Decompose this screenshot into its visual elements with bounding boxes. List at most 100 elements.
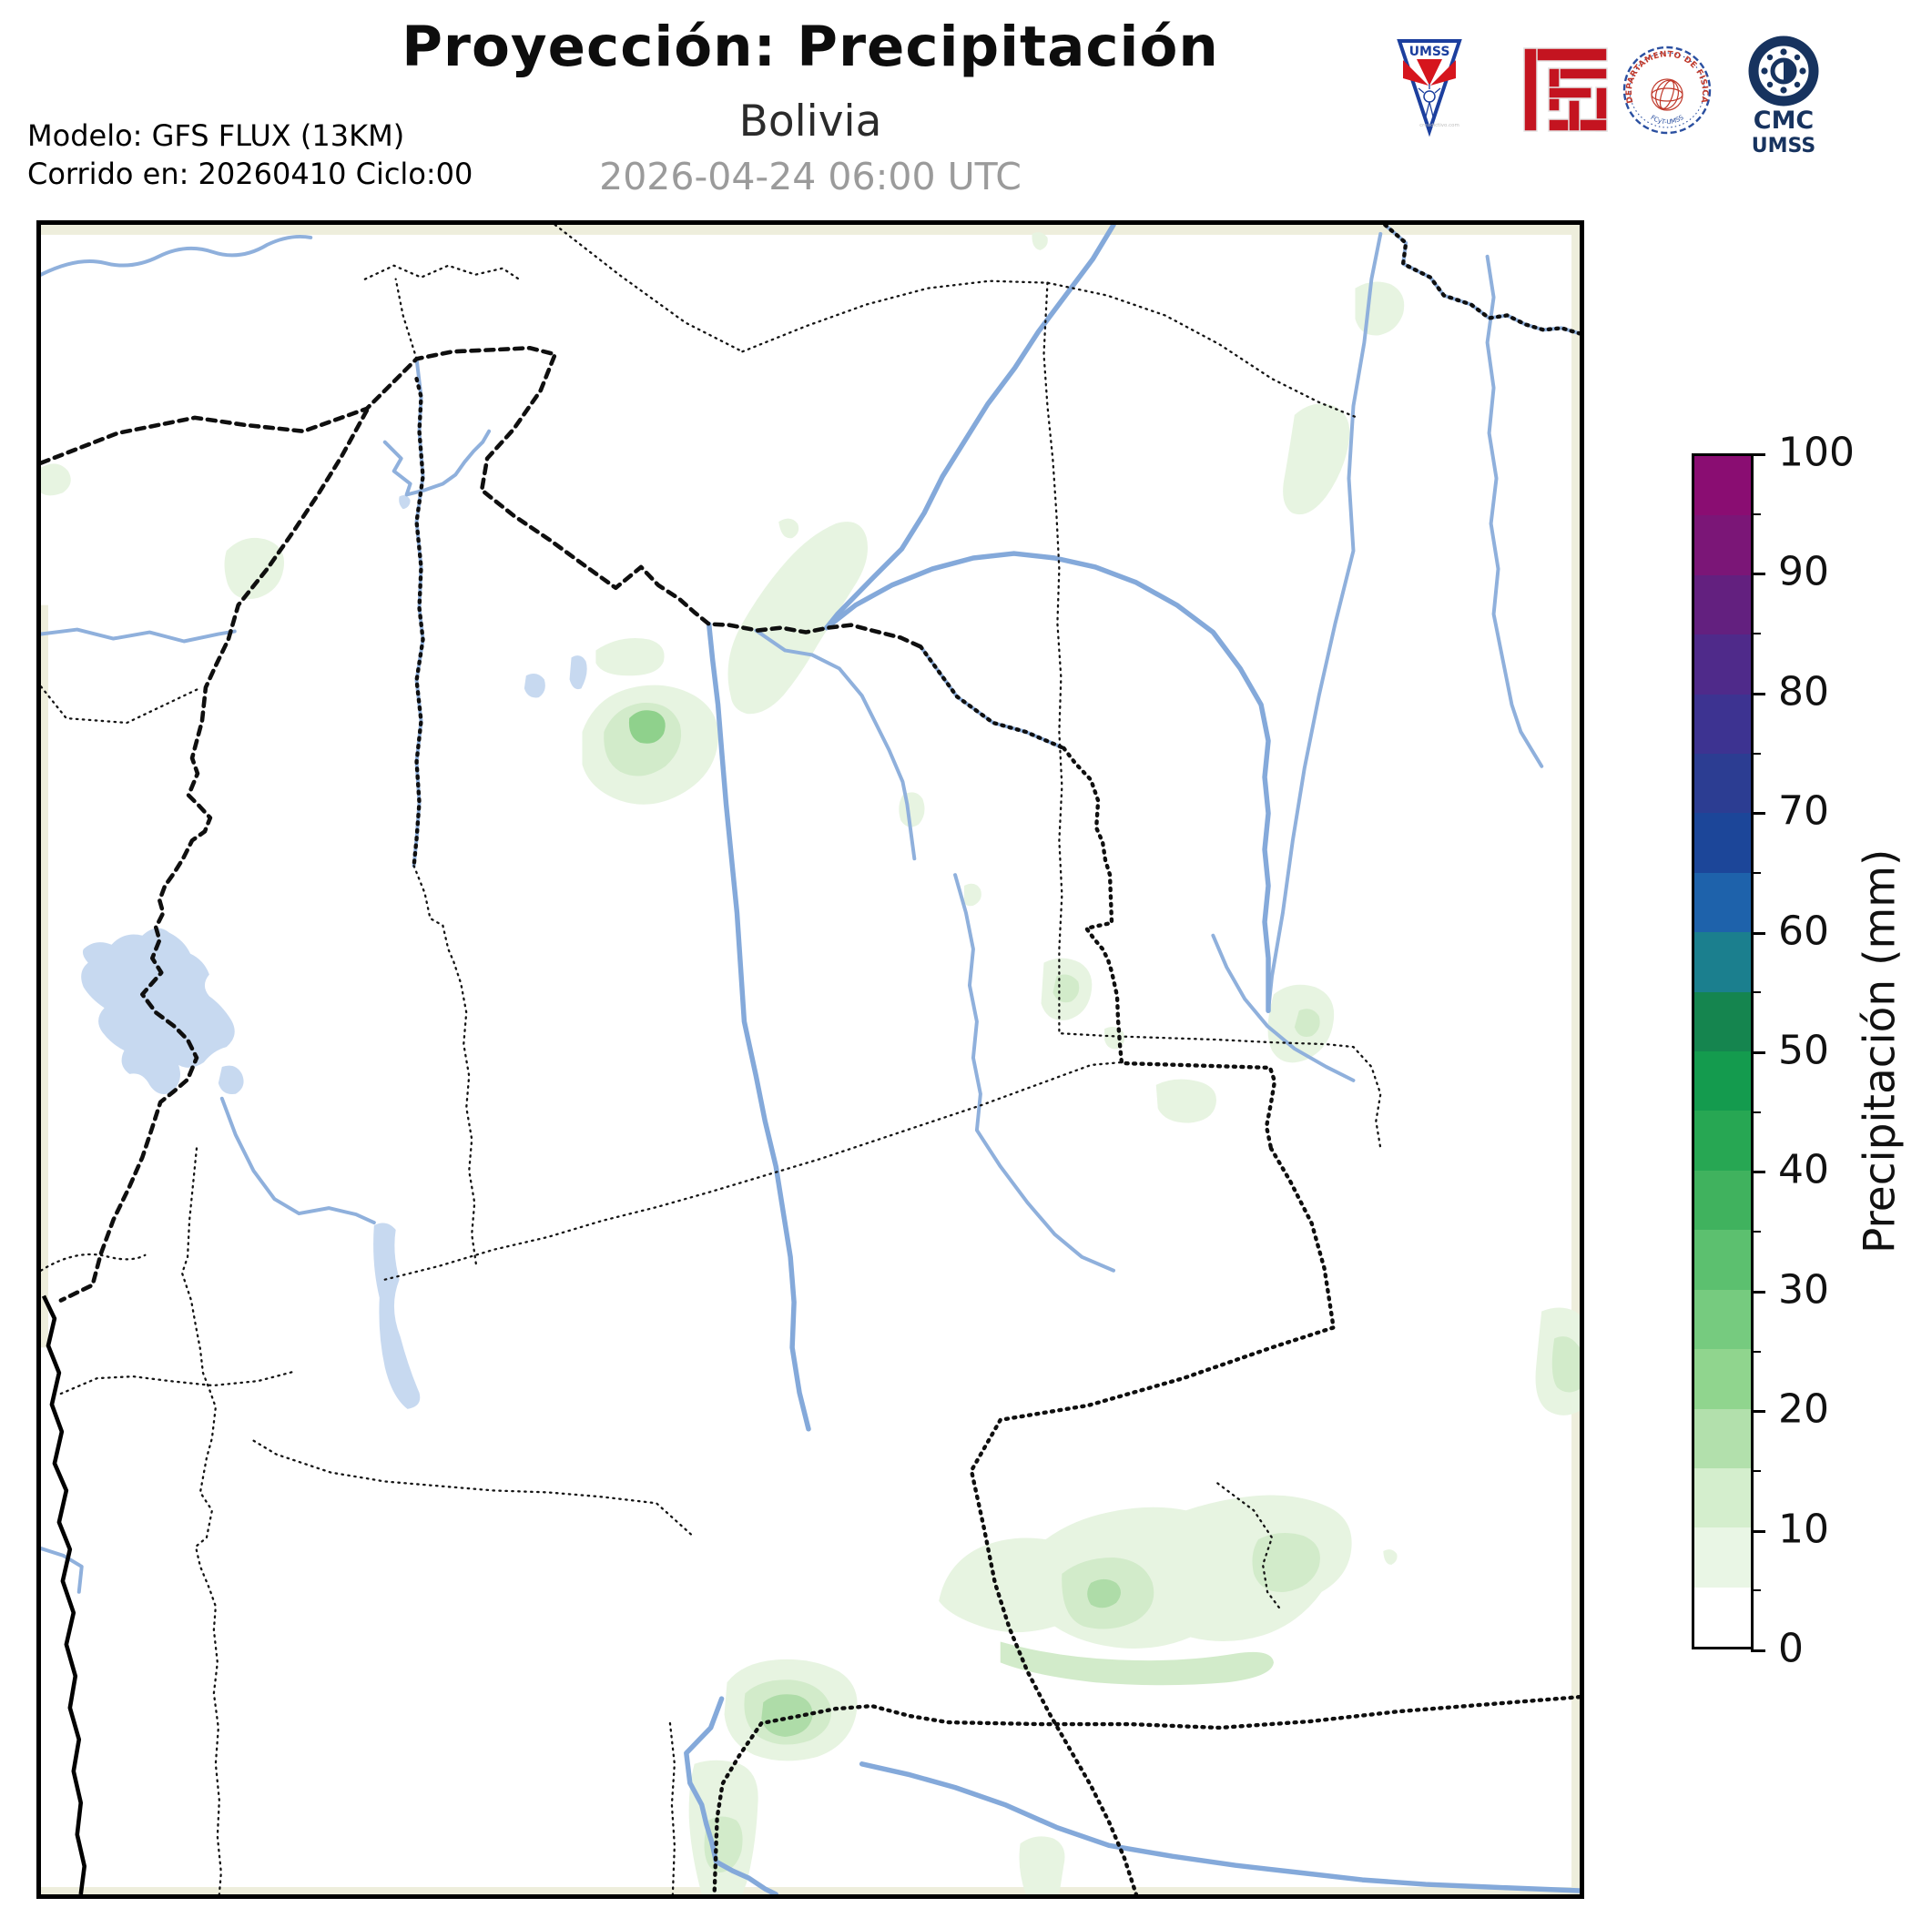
colorbar-tick-label: 40	[1778, 1146, 1829, 1193]
precip-patch-core	[761, 1694, 813, 1737]
colorbar-band	[1694, 1349, 1751, 1409]
umss-watermark: creadictivo.com	[1419, 123, 1459, 128]
colorbar-tick-label: 70	[1778, 787, 1829, 835]
model-info-line2: Corrido en: 20260410 Ciclo:00	[27, 157, 473, 191]
lakes	[81, 495, 587, 1409]
chile-border-solid	[41, 1294, 87, 1894]
fcyt-logo	[1523, 47, 1608, 132]
department-boundary	[668, 1721, 676, 1894]
colorbar-tick-label: 20	[1778, 1385, 1829, 1433]
lake-titicaca	[81, 928, 235, 1095]
national-borders	[41, 225, 1580, 1894]
cmc-inner-ring	[1770, 57, 1797, 85]
precip-patch-core	[628, 710, 666, 744]
colorbar-band	[1694, 1289, 1751, 1350]
precip-patch	[899, 792, 925, 827]
river-path	[41, 1547, 84, 1594]
seal-inner-ring	[1629, 52, 1705, 128]
precip-patch	[224, 537, 285, 600]
river-path	[382, 429, 492, 497]
river-path	[1485, 254, 1544, 768]
precip-patch-core	[1551, 1336, 1580, 1393]
river-path	[706, 621, 811, 1432]
national-border	[41, 345, 923, 649]
national-border	[1062, 746, 1277, 1151]
precip-patch	[1155, 1079, 1216, 1123]
colorbar	[1692, 453, 1754, 1649]
national-border	[58, 408, 370, 1303]
seal-outer-ring	[1622, 46, 1712, 135]
national-border-river	[412, 376, 425, 868]
department-boundary	[59, 1370, 294, 1395]
colorbar-band	[1694, 991, 1751, 1052]
river-path	[41, 627, 237, 644]
map-svg	[41, 225, 1580, 1894]
umss-red-right	[1430, 60, 1456, 86]
cmc-line1: CMC	[1754, 107, 1815, 135]
colorbar-band	[1694, 932, 1751, 992]
colorbar-band	[1694, 1111, 1751, 1171]
department-boundary	[41, 685, 201, 725]
department-boundary	[180, 1147, 222, 1894]
department-boundary	[554, 225, 744, 353]
colorbar-tick-label: 90	[1778, 548, 1829, 595]
cmc-line2: UMSS	[1752, 135, 1815, 157]
small-lake	[569, 655, 587, 690]
department-boundary	[741, 279, 1357, 418]
colorbar-band	[1694, 1051, 1751, 1111]
cmc-inner-half	[1784, 62, 1793, 80]
colorbar-band	[1694, 872, 1751, 933]
seal-globe	[1651, 78, 1683, 111]
national-border-river	[919, 644, 1066, 751]
precip-patch	[778, 518, 799, 539]
river-path	[824, 225, 1116, 631]
national-border	[969, 1146, 1336, 1894]
rivers	[41, 225, 1580, 1894]
national-border	[712, 1694, 1580, 1894]
umss-emblem-rays	[1418, 84, 1441, 117]
precip-patch-core	[1294, 1009, 1320, 1038]
river-path	[41, 234, 313, 277]
river-path	[219, 1096, 376, 1225]
precip-patch	[1019, 1836, 1065, 1894]
river-path	[754, 628, 917, 861]
colorbar-band	[1694, 1467, 1751, 1528]
river-border-underlay	[919, 644, 1066, 750]
precip-patch	[595, 638, 665, 676]
precip-patch-core	[1000, 1641, 1274, 1686]
colorbar-tick-label: 50	[1778, 1027, 1829, 1074]
model-info: Modelo: GFS FLUX (13KM) Corrido en: 2026…	[27, 117, 473, 193]
small-lake	[399, 495, 411, 510]
colorbar-axis-label: Precipitación (mm)	[1855, 848, 1906, 1254]
department-boundary	[394, 278, 418, 360]
department-boundary	[252, 1439, 694, 1537]
colorbar-band	[1694, 456, 1751, 516]
colorbar-tick-label: 0	[1778, 1625, 1804, 1672]
page-subtitle: Bolivia	[738, 96, 882, 147]
river-path	[1266, 231, 1383, 1013]
colorbar-band	[1694, 1527, 1751, 1588]
colorbar-band	[1694, 574, 1751, 635]
valid-datetime: 2026-04-24 06:00 UTC	[599, 155, 1022, 198]
colorbar-band	[1694, 634, 1751, 695]
umss-red-left	[1403, 60, 1429, 86]
umss-label: UMSS	[1409, 45, 1450, 59]
department-boundary	[412, 865, 478, 1267]
cmc-umss-logo: CMC UMSS	[1748, 36, 1819, 157]
small-lake	[524, 674, 545, 698]
umss-shield-logo: UMSS creadictivo.com	[1397, 39, 1462, 137]
colorbar-band	[1694, 1587, 1751, 1648]
cmc-ring	[1748, 36, 1819, 107]
colorbar-band	[1694, 694, 1751, 755]
colorbar-major-tick	[1751, 1649, 1765, 1652]
precip-patch-core	[1087, 1578, 1121, 1608]
colorbar-band	[1694, 515, 1751, 575]
grid-edge-strips	[41, 225, 1580, 1894]
colorbar-tick-label: 80	[1778, 668, 1829, 715]
precip-patch	[1383, 1549, 1398, 1565]
colorbar-band	[1694, 1170, 1751, 1231]
department-boundary	[1042, 281, 1382, 1150]
colorbar-tick-label: 10	[1778, 1506, 1829, 1553]
precip-patch	[1032, 232, 1048, 250]
